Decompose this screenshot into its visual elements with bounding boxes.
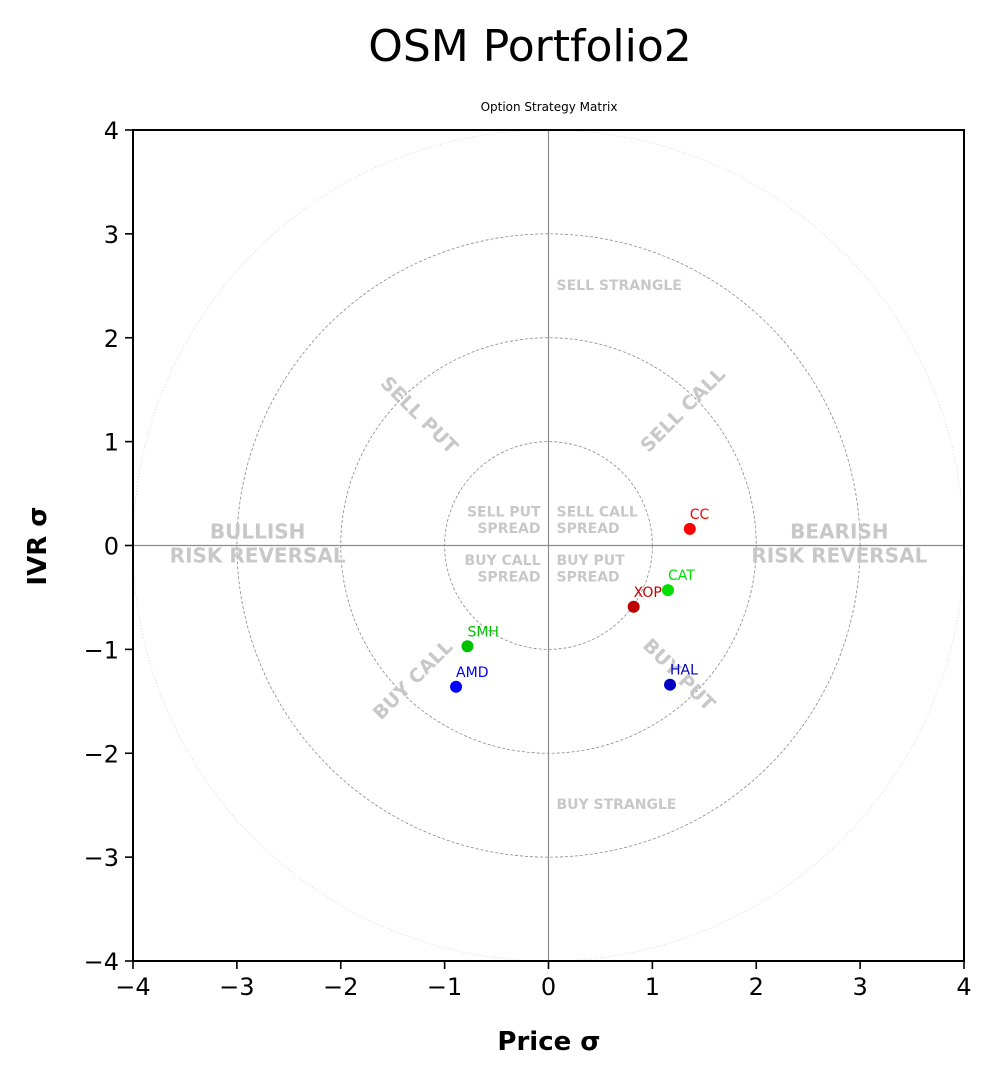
region-label-12: SELL CALL — [557, 504, 638, 520]
point-cc — [683, 522, 696, 535]
region-label-4: BUY CALL — [369, 636, 457, 724]
region-label-17: SPREAD — [557, 570, 620, 586]
region-label-11: SPREAD — [477, 521, 540, 537]
x-axis-label: Price σ — [497, 1027, 600, 1057]
point-amd — [450, 680, 463, 693]
point-label-xop: XOP — [634, 585, 662, 601]
y-tick-label: −3 — [84, 844, 119, 872]
region-label-10: SELL PUT — [467, 504, 541, 520]
y-tick-label: 2 — [104, 325, 119, 353]
chart-subtitle: Option Strategy Matrix — [481, 100, 618, 114]
point-label-smh: SMH — [467, 624, 499, 640]
x-tick-label: −2 — [323, 973, 358, 1001]
region-label-16: BUY PUT — [557, 553, 626, 569]
figure-title: OSM Portfolio2 — [368, 21, 692, 72]
plot-area: SELL STRANGLE BUY STRANGLE SELL PUT SELL CA… — [132, 129, 965, 962]
region-label-8: BEARISH — [790, 520, 888, 544]
x-axis-ticks: −4 −3 −2 −1 0 1 2 3 4 — [115, 961, 972, 1001]
x-tick-label: 3 — [852, 973, 867, 1001]
x-tick-label: −1 — [427, 973, 462, 1001]
x-tick-label: 1 — [645, 973, 660, 1001]
point-label-cat: CAT — [668, 568, 695, 584]
x-tick-label: 0 — [541, 973, 556, 1001]
y-tick-label: −1 — [84, 636, 119, 664]
point-label-cc: CC — [690, 507, 710, 523]
y-axis-label: IVR σ — [23, 506, 53, 585]
point-label-amd: AMD — [456, 665, 488, 681]
y-tick-label: −4 — [84, 948, 119, 976]
ticker-points: CC CAT XOP SMH AMD HAL — [450, 507, 710, 693]
y-tick-label: 4 — [104, 117, 119, 145]
x-tick-label: 4 — [956, 973, 971, 1001]
y-tick-label: 3 — [104, 221, 119, 249]
region-label-1: BUY STRANGLE — [557, 797, 677, 813]
point-label-hal: HAL — [670, 663, 698, 679]
region-label-13: SPREAD — [557, 521, 620, 537]
x-tick-label: −3 — [219, 973, 254, 1001]
region-label-15: SPREAD — [477, 570, 540, 586]
y-tick-label: 1 — [104, 429, 119, 457]
region-label-0: SELL STRANGLE — [557, 278, 682, 294]
region-label-3: SELL CALL — [636, 363, 730, 457]
point-xop — [627, 600, 640, 613]
region-label-7: RISK REVERSAL — [170, 543, 346, 567]
region-label-6: BULLISH — [210, 520, 306, 544]
point-cat — [661, 584, 674, 597]
zero-axes — [133, 130, 964, 961]
x-tick-label: 2 — [749, 973, 764, 1001]
y-tick-label: −2 — [84, 740, 119, 768]
y-tick-label: 0 — [104, 533, 119, 561]
x-tick-label: −4 — [115, 973, 150, 1001]
region-label-9: RISK REVERSAL — [751, 543, 927, 567]
point-hal — [664, 678, 677, 691]
point-smh — [461, 640, 474, 653]
region-label-2: SELL PUT — [376, 372, 462, 458]
y-axis-ticks: −4 −3 −2 −1 0 1 2 3 4 — [84, 117, 133, 976]
region-label-14: BUY CALL — [464, 553, 540, 569]
